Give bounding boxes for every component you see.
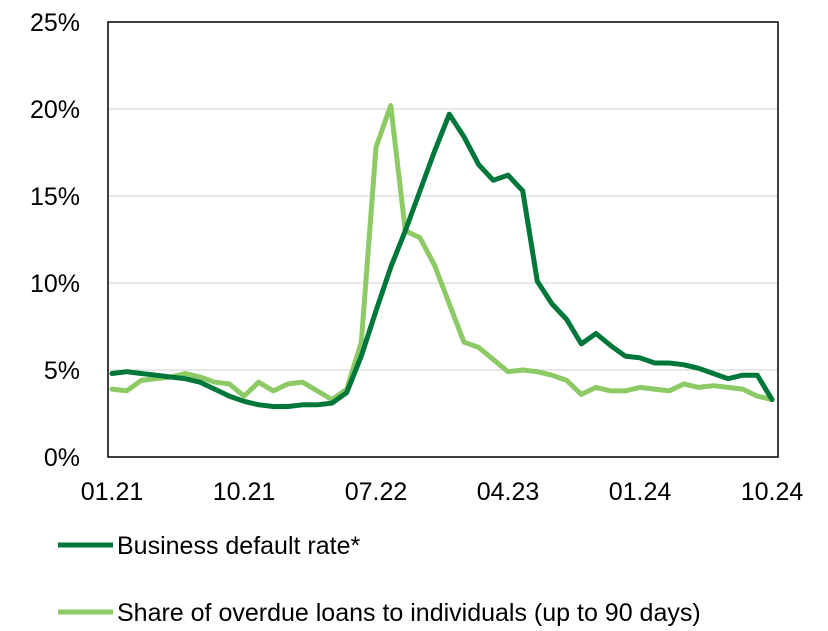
x-tick-label: 01.24 [609, 478, 672, 506]
x-tick-label: 01.21 [81, 478, 144, 506]
x-tick-label: 04.23 [477, 478, 540, 506]
x-tick-label: 10.21 [213, 478, 276, 506]
gridlines [108, 108, 778, 371]
series-line-business-default-rate [109, 111, 775, 409]
series-line-overdue-loans-individuals [109, 103, 775, 403]
y-tick-label: 0% [44, 444, 80, 472]
series-lines [109, 103, 775, 409]
x-axis-tick-labels: 01.21 10.21 07.22 04.23 01.24 10.24 [81, 478, 804, 506]
legend-label: Business default rate* [117, 532, 360, 560]
plot-area-border [107, 21, 779, 458]
y-tick-label: 15% [30, 183, 80, 211]
y-tick-label: 10% [30, 270, 80, 298]
legend: Business default rate* Share of overdue l… [58, 532, 701, 627]
y-tick-label: 25% [30, 9, 80, 37]
y-tick-label: 5% [44, 357, 80, 385]
y-axis-tick-labels: 0% 5% 10% 15% 20% 25% [30, 9, 80, 472]
x-tick-label: 10.24 [741, 478, 804, 506]
x-tick-label: 07.22 [345, 478, 408, 506]
y-tick-label: 20% [30, 96, 80, 124]
legend-label: Share of overdue loans to individuals (u… [117, 599, 701, 627]
